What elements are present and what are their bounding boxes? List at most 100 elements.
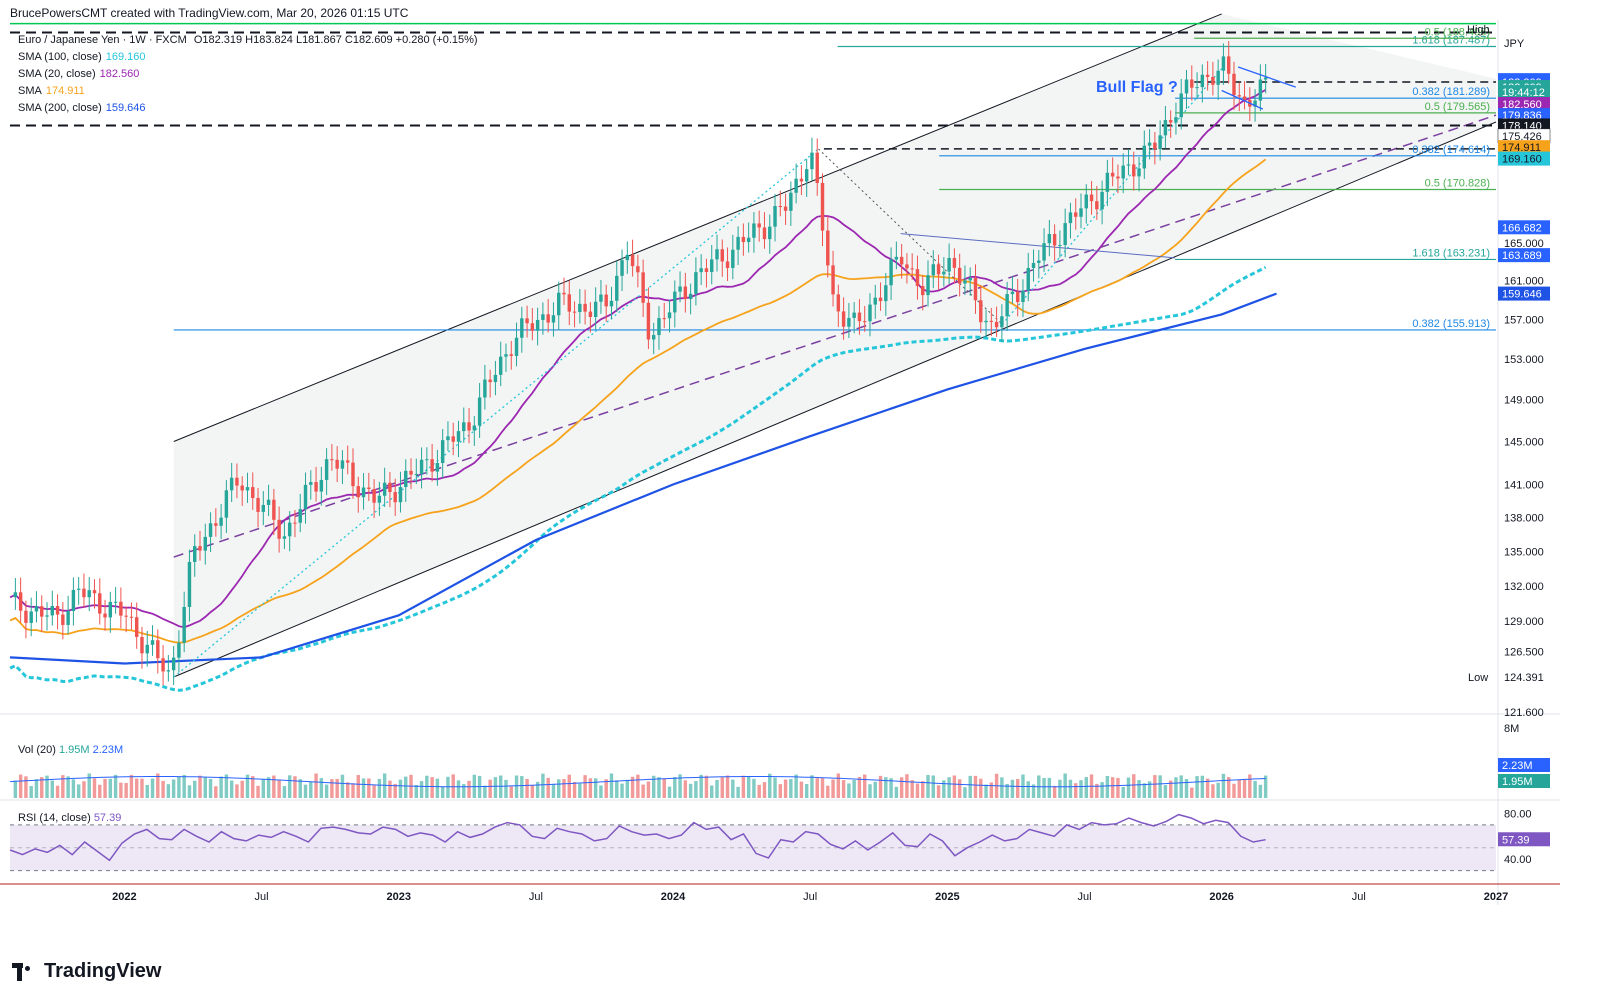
candle-body — [245, 487, 250, 491]
volume-bar — [1263, 775, 1268, 798]
candle-body — [826, 230, 830, 266]
sma100-legend[interactable]: SMA (100, close) 169.160 — [18, 51, 146, 63]
fib-label: 0.5 (170.828) — [1425, 178, 1490, 190]
candle-body — [435, 462, 440, 472]
candle-body — [583, 303, 587, 312]
volume-bar — [193, 780, 197, 798]
volume-bar — [404, 776, 408, 798]
dotted-trend-up-2 — [1001, 68, 1223, 325]
volume-legend[interactable]: Vol (20) 1.95M 2.23M — [18, 744, 124, 756]
y-tick-label: 124.391 — [1504, 672, 1544, 684]
volume-bar — [1121, 787, 1125, 798]
volume-bar — [899, 777, 904, 798]
volume-bar — [66, 776, 70, 798]
candle-body — [1221, 56, 1226, 71]
volume-bar — [968, 775, 972, 798]
candle-body — [651, 335, 656, 340]
candle-body — [1121, 165, 1125, 179]
volume-bar — [1126, 777, 1131, 798]
x-tick-label: Jul — [255, 891, 269, 903]
candle-body — [1153, 142, 1157, 150]
volume-bar — [820, 778, 825, 798]
volume-bar — [272, 775, 276, 798]
y-tick-label: 138.000 — [1504, 513, 1544, 525]
volume-bar — [435, 778, 440, 798]
candle-body — [419, 459, 424, 474]
candle-body — [177, 642, 181, 658]
sma50-legend[interactable]: SMA 174.911 — [18, 85, 85, 97]
candle-body — [799, 178, 804, 182]
candle-body — [472, 425, 477, 431]
volume-bar — [952, 775, 957, 798]
candle-body — [989, 320, 994, 322]
volume-bar — [509, 786, 513, 798]
volume-bar — [630, 776, 635, 798]
candle-body — [936, 264, 941, 275]
flag-lower-line — [1221, 89, 1264, 110]
symbol-legend[interactable]: Euro / Japanese Yen · 1W · FXCM O182.319… — [18, 34, 478, 46]
volume-bar — [156, 773, 160, 798]
fib-label: 0.382 (174.614) — [1412, 144, 1490, 156]
candle-body — [1100, 191, 1104, 210]
price-badge — [1498, 151, 1550, 166]
tradingview-logo[interactable]: TradingView — [12, 960, 161, 983]
volume-bar — [905, 774, 909, 798]
candle-body — [783, 206, 788, 211]
candle-body — [298, 509, 302, 523]
y-tick-label: 129.000 — [1504, 616, 1544, 628]
volume-bar — [1226, 777, 1231, 798]
volume-bar — [562, 779, 566, 798]
volume-bar — [984, 784, 988, 798]
volume-bar — [525, 778, 529, 798]
volume-bar — [1163, 785, 1168, 798]
volume-bar — [889, 778, 893, 798]
volume-bar — [298, 779, 302, 798]
candle-body — [229, 477, 234, 491]
candle-body — [604, 294, 608, 307]
volume-bar — [1063, 773, 1067, 798]
volume-bar — [520, 776, 524, 798]
candle-body — [1010, 291, 1015, 295]
candle-body — [1105, 172, 1110, 192]
rsi-legend[interactable]: RSI (14, close) 57.39 — [18, 812, 122, 824]
candle-body — [646, 302, 651, 340]
volume-bar — [947, 777, 951, 798]
volume-bar — [319, 778, 324, 798]
candle-body — [952, 257, 957, 268]
candle-body — [694, 272, 698, 294]
sma20-legend[interactable]: SMA (20, close) 182.560 — [18, 68, 140, 80]
volume-bar — [826, 785, 830, 798]
candle-body — [55, 606, 60, 615]
x-tick-label: 2022 — [112, 891, 136, 903]
volume-bar — [783, 779, 788, 798]
candle-body — [820, 182, 825, 231]
candle-body — [1163, 120, 1168, 136]
high-label: High — [1467, 24, 1490, 36]
volume-bar — [266, 777, 271, 798]
volume-bar — [1068, 779, 1073, 798]
x-tick-label: Jul — [1077, 891, 1091, 903]
fib-label: 1.618 (163.231) — [1412, 247, 1490, 259]
volume-bar — [351, 783, 355, 798]
candle-body — [393, 492, 397, 503]
candle-body — [50, 606, 55, 616]
volume-bar — [498, 775, 503, 798]
volume-bar — [535, 781, 540, 798]
candle-body — [409, 470, 413, 475]
volume-bar — [815, 778, 819, 798]
candle-body — [873, 297, 877, 305]
candle-body — [382, 482, 387, 496]
volume-bar — [145, 785, 149, 798]
candle-body — [578, 303, 582, 313]
y-tick-label: 165.000 — [1504, 238, 1544, 250]
volume-bar — [1015, 779, 1020, 798]
sma200-legend[interactable]: SMA (200, close) 159.646 — [18, 102, 146, 114]
volume-bar — [720, 777, 724, 798]
volume-bar — [440, 786, 445, 798]
candle-body — [1116, 176, 1120, 179]
x-tick-label: 2023 — [386, 891, 410, 903]
fib-label: 1.618 (187.487) — [1412, 35, 1490, 47]
dotted-trend-down — [818, 148, 1003, 325]
candle-body — [330, 459, 334, 461]
